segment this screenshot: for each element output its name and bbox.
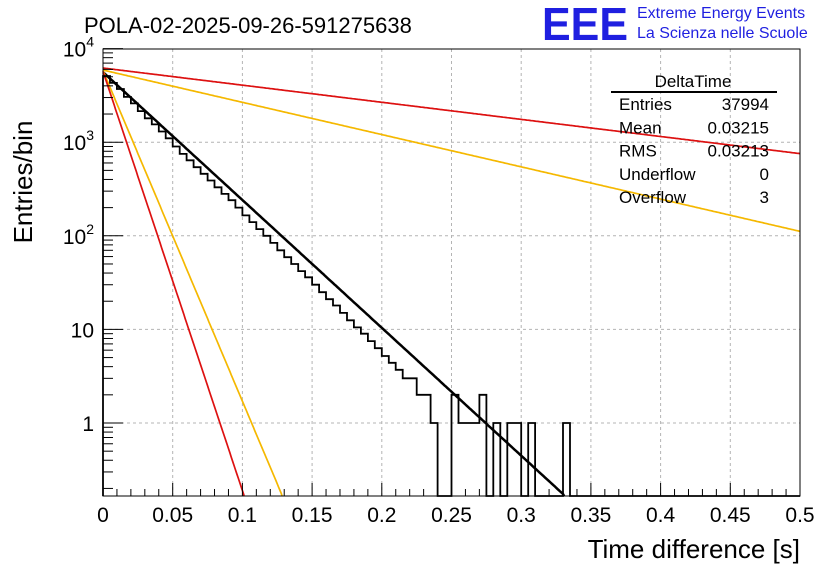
stats-label-underflow: Underflow xyxy=(619,165,696,184)
fit-curve-lower-red xyxy=(102,71,245,497)
x-tick-label: 0.5 xyxy=(785,504,814,527)
chart-title: POLA-02-2025-09-26-591275638 xyxy=(84,13,412,38)
stats-value-underflow: 0 xyxy=(760,165,769,184)
eee-logo: EEE Extreme Energy Events La Scienza nel… xyxy=(542,0,808,50)
x-axis-title: Time difference [s] xyxy=(588,534,800,564)
stats-value-mean: 0.03215 xyxy=(708,118,769,137)
x-tick-label: 0.4 xyxy=(646,504,676,527)
fit-curve-upper-red xyxy=(102,67,801,155)
stats-label-overflow: Overflow xyxy=(619,188,687,207)
logo-line-2: La Scienza nelle Scuole xyxy=(637,25,808,42)
y-tick-label: 102 xyxy=(63,221,94,249)
stats-value-overflow: 3 xyxy=(760,188,769,207)
x-axis: 0 0.05 0.1 0.15 0.2 0.25 0.3 0.35 0.4 0.45 0.5 xyxy=(97,483,815,527)
fit-curve-upper-yellow xyxy=(102,69,801,233)
fit-curve-fit xyxy=(102,71,566,497)
logo-line-1: Extreme Energy Events xyxy=(637,5,805,22)
stats-box: DeltaTime Entries 37994 Mean 0.03215 RMS 0.03… xyxy=(611,72,777,207)
fit-curve-lower-yellow xyxy=(102,70,283,497)
stats-value-rms: 0.03213 xyxy=(708,142,769,161)
stats-rows: Entries 37994 Mean 0.03215 RMS 0.03213 Underfl… xyxy=(619,95,769,207)
stats-value-entries: 37994 xyxy=(722,95,769,114)
stats-label-mean: Mean xyxy=(619,118,662,137)
x-tick-label: 0.2 xyxy=(367,504,396,527)
y-tick-label: 103 xyxy=(63,127,94,155)
x-tick-label: 0.3 xyxy=(507,504,536,527)
x-tick-label: 0.1 xyxy=(228,504,257,527)
y-axis-title: Entries/bin xyxy=(8,121,38,244)
stats-label-entries: Entries xyxy=(619,95,672,114)
stats-label-rms: RMS xyxy=(619,142,657,161)
x-tick-label: 0.35 xyxy=(570,504,611,527)
x-tick-label: 0.25 xyxy=(431,504,472,527)
fit-curves xyxy=(102,67,801,497)
x-tick-label: 0.05 xyxy=(152,504,193,527)
y-tick-label: 1 xyxy=(82,413,94,436)
stats-title: DeltaTime xyxy=(655,72,732,91)
y-tick-label: 104 xyxy=(63,34,94,62)
x-tick-label: 0.15 xyxy=(292,504,333,527)
x-tick-label: 0.45 xyxy=(710,504,751,527)
logo-text: EEE xyxy=(542,0,628,50)
y-tick-label: 10 xyxy=(71,319,94,342)
x-tick-label: 0 xyxy=(97,504,109,527)
